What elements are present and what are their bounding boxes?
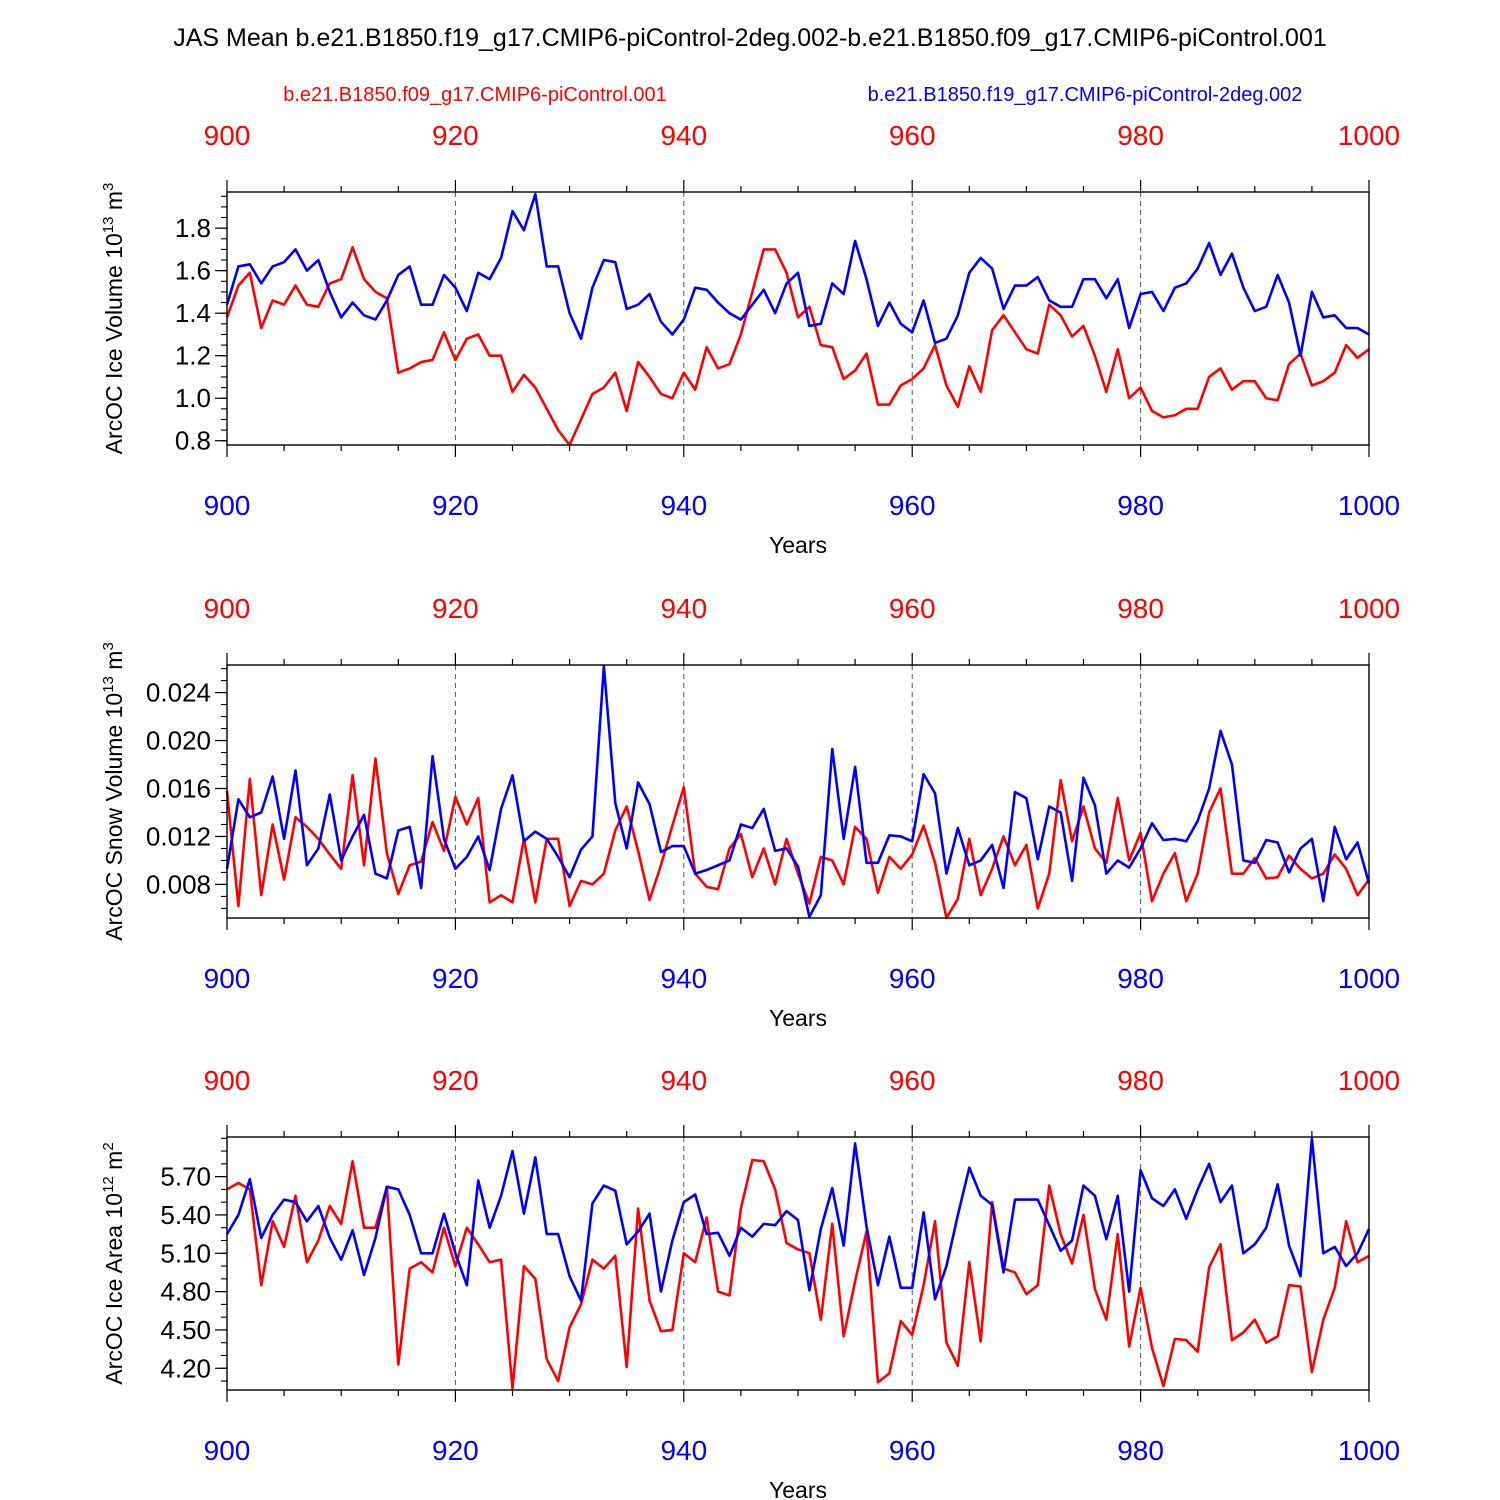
x-tick-label-bottom: 980	[1117, 490, 1164, 521]
panel-1: 900 900 920 920 940 940 960 960 980 980 1000 1000 Ye…	[100, 120, 1400, 558]
y-axis-title-ylabel-unit-exp: 3	[100, 183, 117, 191]
x-tick-label-top: 960	[889, 593, 936, 624]
y-tick-label: 0.024	[146, 678, 211, 708]
panels: 900 900 920 920 940 940 960 960 980 980 1000 1000 Ye…	[100, 120, 1400, 1500]
y-axis-title-ylabel-exp: 13	[100, 676, 117, 693]
x-tick-label-top: 920	[432, 593, 479, 624]
x-tick-label-bottom: 960	[889, 490, 936, 521]
panel-2: 900 900 920 920 940 940 960 960 980 980 1000 1000 Ye…	[100, 593, 1400, 1031]
x-tick-label-top: 980	[1117, 120, 1164, 151]
x-tick-label-top: 920	[432, 1065, 479, 1096]
series-line-blue	[225, 1136, 1371, 1302]
x-tick-label-top: 940	[660, 593, 707, 624]
y-tick-label: 1.4	[175, 298, 211, 328]
x-axis-title: Years	[769, 1005, 827, 1031]
x-tick-label-bottom: 1000	[1338, 963, 1400, 994]
x-tick-label-bottom: 980	[1117, 1435, 1164, 1466]
plot-frame	[226, 664, 1370, 919]
x-tick-label-bottom: 1000	[1338, 490, 1400, 521]
y-axis-title: ArcOC Ice Area 1012 m2	[100, 1142, 127, 1384]
y-tick-label: 5.10	[160, 1238, 211, 1268]
x-tick-label-bottom: 920	[432, 490, 479, 521]
y-tick-label: 0.020	[146, 726, 211, 756]
x-tick-label-top: 1000	[1338, 593, 1400, 624]
chart-title: JAS Mean b.e21.B1850.f19_g17.CMIP6-piCon…	[173, 24, 1327, 52]
y-tick-label: 0.008	[146, 869, 211, 899]
y-tick-label: 4.20	[160, 1353, 211, 1383]
panel-3: 900 900 920 920 940 940 960 960 980 980 1000 1000 Ye…	[100, 1065, 1400, 1500]
x-axis-title: Years	[769, 1477, 827, 1500]
x-tick-label-top: 900	[204, 1065, 251, 1096]
y-tick-label: 4.80	[160, 1277, 211, 1307]
x-tick-label-top: 1000	[1338, 120, 1400, 151]
y-tick-label: 1.2	[175, 341, 211, 371]
x-tick-label-top: 900	[204, 593, 251, 624]
x-tick-label-top: 980	[1117, 1065, 1164, 1096]
x-tick-label-bottom: 900	[204, 963, 251, 994]
x-tick-label-bottom: 900	[204, 1435, 251, 1466]
x-tick-label-top: 920	[432, 120, 479, 151]
x-tick-label-bottom: 920	[432, 963, 479, 994]
x-tick-label-top: 940	[660, 120, 707, 151]
series-line-red	[225, 245, 1370, 447]
x-tick-label-bottom: 940	[660, 963, 707, 994]
y-axis-title-ylabel-exp: 12	[100, 1176, 117, 1193]
y-axis-title-ylabel-unit: m	[101, 191, 127, 217]
series-line-blue	[225, 192, 1370, 358]
y-tick-label: 0.012	[146, 821, 211, 851]
y-axis-title-ylabel: ArcOC Ice Volume 10	[101, 233, 127, 454]
y-tick-label: 5.40	[160, 1200, 211, 1230]
y-axis-title-ylabel: ArcOC Ice Area 10	[101, 1193, 127, 1385]
y-axis-title-ylabel-unit-exp: 3	[100, 642, 117, 650]
x-tick-label-top: 960	[889, 1065, 936, 1096]
y-axis-title-ylabel-unit-exp: 2	[100, 1142, 117, 1150]
y-tick-label: 1.0	[175, 383, 211, 413]
y-tick-label: 1.6	[175, 256, 211, 286]
y-axis-title: ArcOC Ice Volume 1013 m3	[100, 183, 127, 455]
x-tick-label-bottom: 940	[660, 490, 707, 521]
x-tick-label-bottom: 960	[889, 963, 936, 994]
x-tick-label-bottom: 960	[889, 1435, 936, 1466]
x-tick-label-top: 1000	[1338, 1065, 1400, 1096]
y-tick-label: 1.8	[175, 213, 211, 243]
y-tick-label: 0.8	[175, 426, 211, 456]
legend-blue-label: b.e21.B1850.f19_g17.CMIP6-piControl-2deg…	[868, 84, 1303, 106]
series-line-red	[226, 1158, 1370, 1391]
x-tick-label-top: 960	[889, 120, 936, 151]
x-axis-title: Years	[769, 532, 827, 558]
series-line-blue	[225, 664, 1371, 919]
legend-red-label: b.e21.B1850.f09_g17.CMIP6-piControl.001	[283, 84, 667, 106]
y-axis-title: ArcOC Snow Volume 1013 m3	[100, 642, 127, 941]
x-tick-label-top: 940	[660, 1065, 707, 1096]
x-tick-label-bottom: 900	[204, 490, 251, 521]
y-tick-label: 0.016	[146, 774, 211, 804]
y-tick-label: 5.70	[160, 1162, 211, 1192]
x-tick-label-bottom: 920	[432, 1435, 479, 1466]
y-axis-title-ylabel: ArcOC Snow Volume 10	[101, 693, 127, 941]
x-tick-label-bottom: 940	[660, 1435, 707, 1466]
y-axis-title-ylabel-unit: m	[101, 1151, 127, 1177]
y-axis-title-ylabel-exp: 13	[100, 217, 117, 234]
y-axis-title-ylabel-unit: m	[101, 651, 127, 677]
y-tick-label: 4.50	[160, 1315, 211, 1345]
x-tick-label-top: 900	[204, 120, 251, 151]
series-line-red	[225, 757, 1371, 920]
x-tick-label-top: 980	[1117, 593, 1164, 624]
x-tick-label-bottom: 1000	[1338, 1435, 1400, 1466]
x-tick-label-bottom: 980	[1117, 963, 1164, 994]
